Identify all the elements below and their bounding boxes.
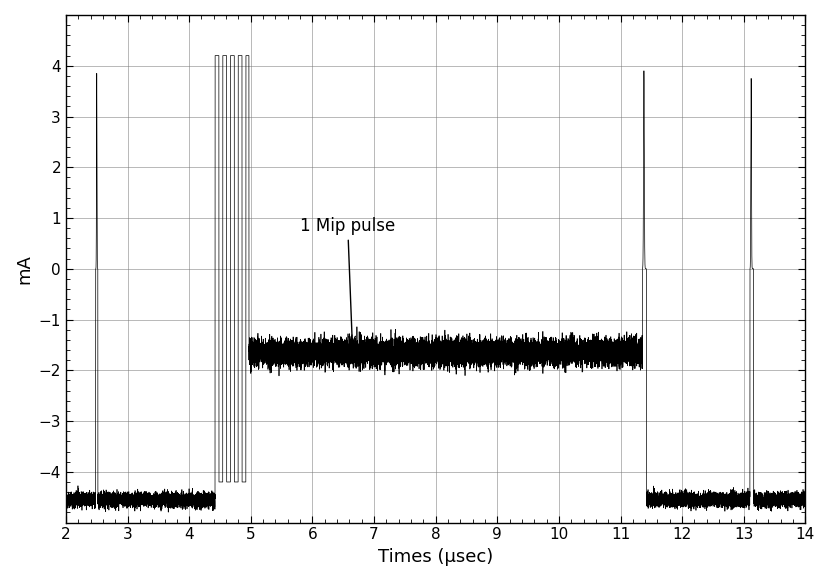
X-axis label: Times (μsec): Times (μsec) [378,548,493,566]
Y-axis label: mA: mA [15,254,33,284]
Text: 1 Mip pulse: 1 Mip pulse [300,217,395,343]
